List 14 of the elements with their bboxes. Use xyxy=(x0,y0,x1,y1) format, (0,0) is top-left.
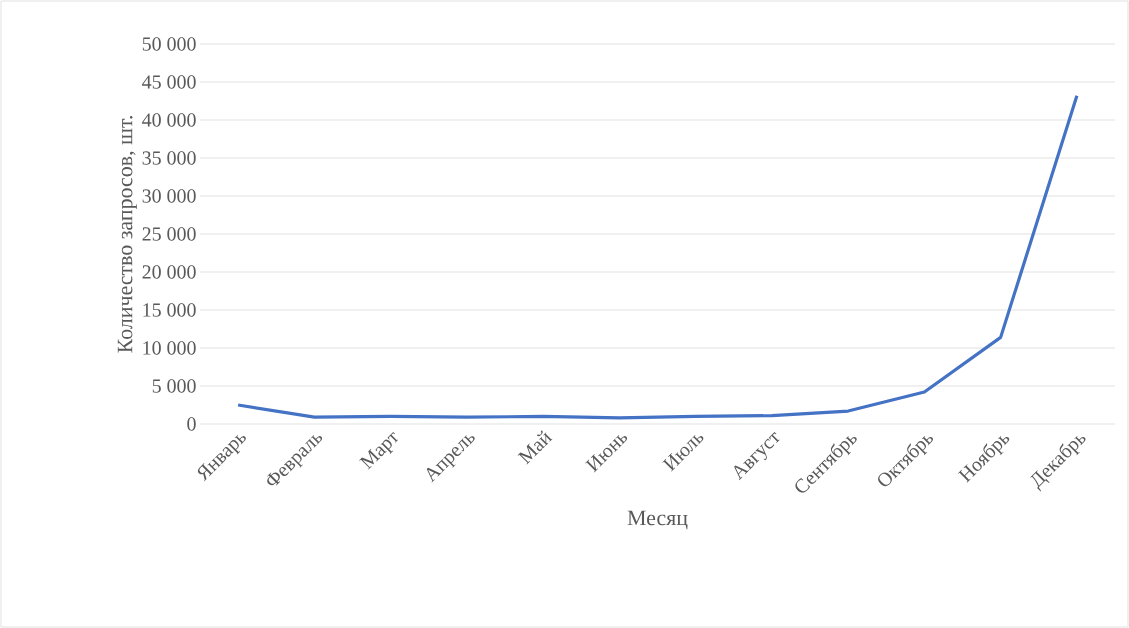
y-tick-label: 50 000 xyxy=(142,37,196,51)
y-tick-label: 20 000 xyxy=(142,265,196,279)
y-tick-label: 25 000 xyxy=(142,227,196,241)
y-tick-label: 30 000 xyxy=(142,189,196,203)
y-axis-title: Количество запросов, шт. xyxy=(117,116,137,353)
y-tick-label: 0 xyxy=(187,417,196,431)
y-tick-label: 5 000 xyxy=(152,379,196,393)
y-tick-label: 35 000 xyxy=(142,151,196,165)
y-tick-label: 10 000 xyxy=(143,341,196,355)
y-tick-label: 45 000 xyxy=(142,75,196,89)
line-series xyxy=(236,94,1079,420)
y-tick-label: 15 000 xyxy=(143,303,196,317)
y-tick-label: 40 000 xyxy=(142,113,196,127)
x-axis-title: Месяц xyxy=(627,510,688,530)
